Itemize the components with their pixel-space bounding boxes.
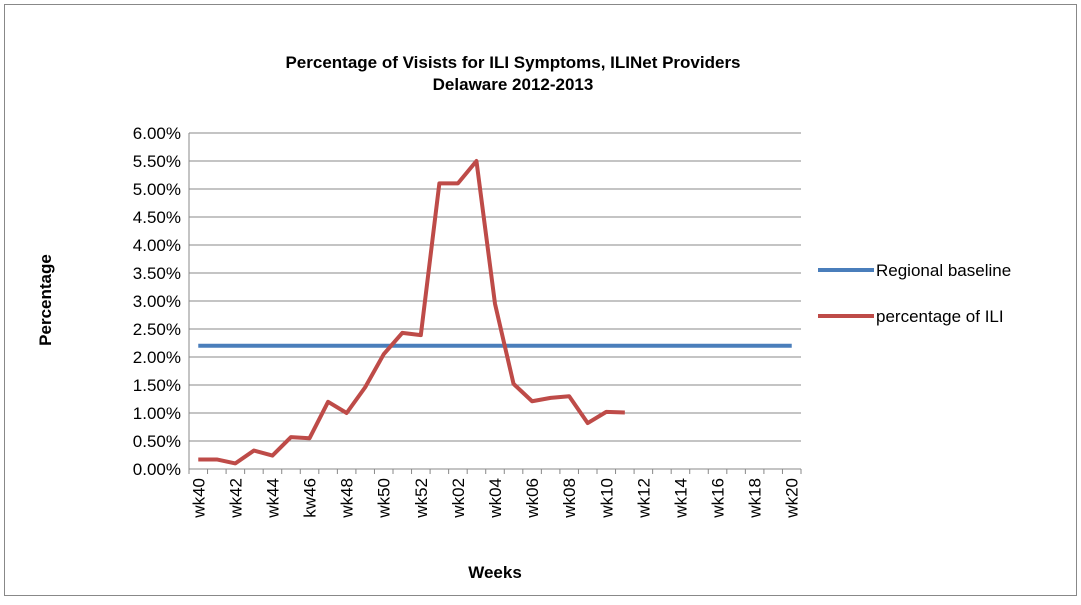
y-tick-label: 4.50% [133, 208, 181, 227]
x-tick-label: wk52 [412, 478, 431, 519]
x-tick-label: wk44 [263, 478, 282, 519]
x-tick-label: wk08 [560, 478, 579, 519]
chart-title: Percentage of Visists for ILI Symptoms, … [285, 53, 740, 72]
chart-frame [4, 4, 1077, 596]
legend-label: Regional baseline [876, 261, 1011, 280]
x-axis-label: Weeks [468, 563, 522, 582]
x-tick-label: wk04 [486, 478, 505, 519]
x-tick-label: wk06 [523, 478, 542, 519]
y-tick-label: 3.50% [133, 264, 181, 283]
y-tick-label: 2.50% [133, 320, 181, 339]
y-tick-label: 4.00% [133, 236, 181, 255]
x-tick-label: wk14 [671, 478, 690, 519]
y-tick-label: 2.00% [133, 348, 181, 367]
y-tick-label: 5.00% [133, 180, 181, 199]
x-tick-label: wk48 [338, 478, 357, 519]
x-tick-label: wk42 [226, 478, 245, 519]
x-tick-label: wk50 [375, 478, 394, 519]
x-tick-label: wk12 [634, 478, 653, 519]
x-tick-label: wk10 [597, 478, 616, 519]
x-tick-label: wk20 [783, 478, 802, 519]
x-tick-label: wk40 [189, 478, 208, 519]
y-tick-label: 1.00% [133, 404, 181, 423]
y-tick-label: 5.50% [133, 152, 181, 171]
y-tick-label: 1.50% [133, 376, 181, 395]
x-tick-label: wk18 [746, 478, 765, 519]
x-tick-label: wk16 [709, 478, 728, 519]
x-tick-label: wk02 [449, 478, 468, 519]
legend-label: percentage of ILI [876, 307, 1004, 326]
y-tick-label: 3.00% [133, 292, 181, 311]
y-axis-label: Percentage [36, 254, 55, 346]
y-tick-label: 6.00% [133, 124, 181, 143]
y-tick-label: 0.00% [133, 460, 181, 479]
x-tick-label: kw46 [301, 478, 320, 518]
y-tick-label: 0.50% [133, 432, 181, 451]
chart-title: Delaware 2012-2013 [433, 75, 594, 94]
data-line [198, 159, 625, 466]
